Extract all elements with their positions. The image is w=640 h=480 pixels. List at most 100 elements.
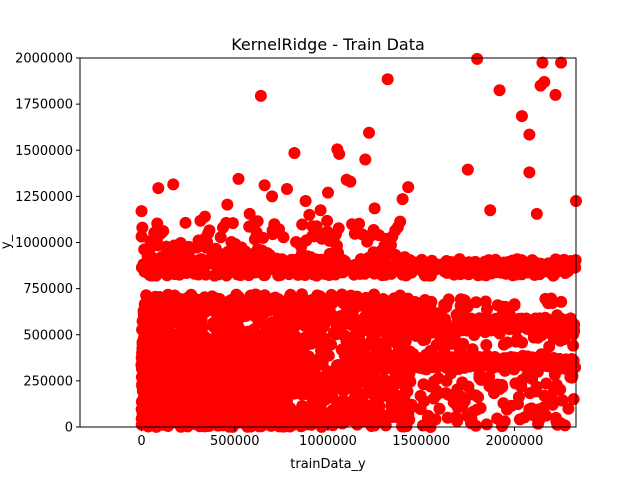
data-point (333, 147, 346, 160)
data-point (402, 181, 415, 194)
data-point (274, 304, 287, 317)
x-tick-label: 1500000 (392, 434, 450, 449)
data-point (414, 389, 427, 402)
data-point (142, 265, 155, 278)
data-point (266, 292, 279, 305)
data-point (274, 269, 287, 282)
data-point (312, 328, 325, 341)
data-point (322, 186, 334, 199)
y-tick-label: 500000 (23, 328, 73, 343)
data-point (240, 393, 253, 406)
data-point (266, 190, 279, 203)
data-point (217, 221, 230, 234)
y-tick-label: 250000 (23, 374, 73, 389)
data-point (314, 204, 327, 217)
y-tick-label: 1250000 (15, 190, 73, 205)
data-point (206, 247, 219, 260)
data-point (300, 297, 313, 310)
data-point (163, 415, 176, 428)
data-point (270, 314, 283, 327)
y-tick-label: 1500000 (15, 144, 73, 159)
data-point (214, 231, 227, 244)
data-point (543, 327, 556, 340)
data-point (322, 265, 335, 278)
data-point (497, 397, 510, 410)
data-point (300, 234, 313, 247)
data-point (299, 264, 312, 277)
data-point (480, 418, 493, 431)
data-point (512, 391, 525, 404)
data-point (363, 300, 376, 313)
data-point (539, 292, 552, 305)
data-point (398, 251, 411, 264)
data-point (385, 395, 398, 408)
data-point (283, 355, 296, 368)
data-point (368, 267, 381, 280)
data-point (310, 306, 323, 319)
data-point (396, 193, 409, 206)
data-point (414, 403, 427, 416)
data-point (496, 420, 509, 433)
data-point (551, 309, 564, 322)
data-point (555, 394, 568, 407)
data-point (182, 248, 195, 261)
data-point (307, 315, 320, 328)
data-point (272, 347, 285, 360)
data-point (186, 385, 199, 398)
data-point (553, 362, 566, 375)
data-point (201, 356, 214, 369)
data-point (540, 377, 553, 390)
data-point (250, 394, 263, 407)
data-point (161, 319, 174, 332)
data-point (458, 395, 471, 408)
data-point (233, 370, 246, 383)
data-point (288, 147, 301, 160)
data-point (211, 358, 224, 371)
data-point (424, 380, 437, 393)
y-tick-label: 2000000 (15, 52, 73, 67)
data-point (396, 418, 409, 431)
data-point (423, 269, 436, 282)
y-axis-label: y_ (0, 234, 14, 249)
data-point (198, 232, 211, 245)
data-point (402, 404, 415, 417)
data-point (440, 298, 453, 311)
data-point (181, 292, 194, 305)
data-point (565, 371, 578, 384)
data-point (562, 402, 575, 415)
data-point (261, 247, 274, 260)
data-point (296, 387, 309, 400)
data-point (483, 370, 496, 383)
data-point (166, 242, 179, 255)
data-point (462, 380, 475, 393)
y-tick-label: 1750000 (15, 98, 73, 113)
data-point (321, 214, 334, 227)
data-point (300, 352, 313, 365)
data-point (509, 377, 522, 390)
data-point (478, 255, 491, 268)
data-point (234, 269, 247, 282)
data-point (135, 205, 148, 218)
data-point (365, 322, 378, 335)
data-point (530, 256, 543, 269)
data-point (460, 323, 473, 336)
data-point (361, 312, 374, 325)
y-axis-ticks: 0 250000 500000 750000 1000000 1250000 1500000… (15, 52, 80, 436)
data-point (377, 373, 390, 386)
data-point (466, 343, 479, 356)
data-point (459, 302, 472, 315)
data-point (352, 413, 365, 426)
data-point (384, 238, 397, 251)
data-point (264, 333, 277, 346)
data-point (149, 331, 162, 344)
data-point (381, 73, 394, 86)
data-point (181, 420, 194, 433)
data-point (261, 318, 274, 331)
data-point (290, 235, 303, 248)
data-point (327, 235, 340, 248)
data-point (239, 348, 252, 361)
data-point (213, 331, 226, 344)
data-point (174, 329, 187, 342)
data-point (341, 354, 354, 367)
data-point (359, 153, 372, 166)
